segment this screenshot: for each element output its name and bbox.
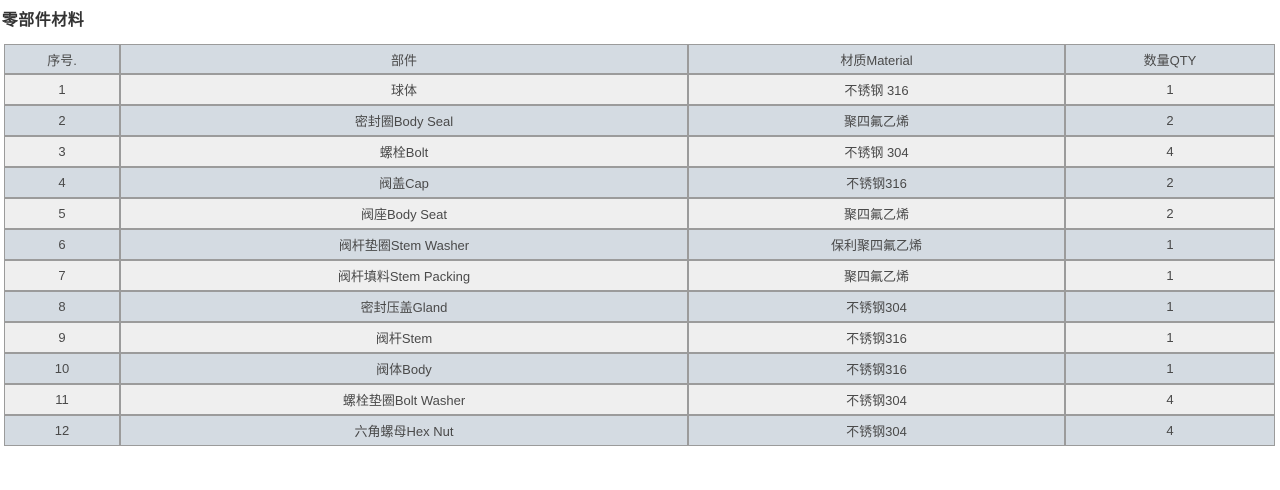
table-cell: 4 — [1065, 136, 1275, 167]
table-cell: 不锈钢316 — [688, 322, 1065, 353]
table-cell: 5 — [4, 198, 120, 229]
table-cell: 六角螺母Hex Nut — [120, 415, 688, 446]
page-title: 零部件材料 — [2, 12, 85, 29]
table-cell: 阀杆填料Stem Packing — [120, 260, 688, 291]
table-cell: 不锈钢304 — [688, 415, 1065, 446]
table-cell: 7 — [4, 260, 120, 291]
table-cell: 聚四氟乙烯 — [688, 105, 1065, 136]
table-cell: 1 — [1065, 74, 1275, 105]
table-cell: 1 — [1065, 353, 1275, 384]
table-row: 6 阀杆垫圈Stem Washer 保利聚四氟乙烯 1 — [4, 229, 1275, 260]
table-cell: 阀盖Cap — [120, 167, 688, 198]
table-cell: 不锈钢316 — [688, 167, 1065, 198]
header-cell: 材质Material — [688, 44, 1065, 74]
header-cell: 数量QTY — [1065, 44, 1275, 74]
table-cell: 1 — [4, 74, 120, 105]
table-cell: 9 — [4, 322, 120, 353]
table-cell: 1 — [1065, 229, 1275, 260]
table-cell: 不锈钢304 — [688, 291, 1065, 322]
header-cell: 部件 — [120, 44, 688, 74]
table-cell: 4 — [1065, 415, 1275, 446]
table-cell: 2 — [1065, 167, 1275, 198]
table-header-row: 序号. 部件 材质Material 数量QTY — [4, 44, 1275, 74]
table-cell: 阀体Body — [120, 353, 688, 384]
table-cell: 1 — [1065, 260, 1275, 291]
table-cell: 6 — [4, 229, 120, 260]
table-cell: 螺栓Bolt — [120, 136, 688, 167]
table-row: 7 阀杆填料Stem Packing 聚四氟乙烯 1 — [4, 260, 1275, 291]
table-row: 9 阀杆Stem 不锈钢316 1 — [4, 322, 1275, 353]
table-row: 1 球体 不锈钢 316 1 — [4, 74, 1275, 105]
table-cell: 1 — [1065, 322, 1275, 353]
table-cell: 不锈钢316 — [688, 353, 1065, 384]
table-cell: 2 — [1065, 198, 1275, 229]
table-cell: 12 — [4, 415, 120, 446]
table-row: 8 密封压盖Gland 不锈钢304 1 — [4, 291, 1275, 322]
table-cell: 阀座Body Seat — [120, 198, 688, 229]
table-row: 11 螺栓垫圈Bolt Washer 不锈钢304 4 — [4, 384, 1275, 415]
table-cell: 4 — [1065, 384, 1275, 415]
table-cell: 2 — [1065, 105, 1275, 136]
table-row: 12 六角螺母Hex Nut 不锈钢304 4 — [4, 415, 1275, 446]
table-body: 1 球体 不锈钢 316 1 2 密封圈Body Seal 聚四氟乙烯 2 3 螺栓Bolt 不锈钢… — [4, 74, 1275, 446]
table-row: 3 螺栓Bolt 不锈钢 304 4 — [4, 136, 1275, 167]
table-cell: 聚四氟乙烯 — [688, 198, 1065, 229]
table-cell: 阀杆Stem — [120, 322, 688, 353]
table-cell: 11 — [4, 384, 120, 415]
table-cell: 密封圈Body Seal — [120, 105, 688, 136]
table-cell: 密封压盖Gland — [120, 291, 688, 322]
table-cell: 1 — [1065, 291, 1275, 322]
parts-material-table: 序号. 部件 材质Material 数量QTY 1 球体 不锈钢 316 1 2 密封圈Body… — [4, 44, 1275, 446]
table-cell: 8 — [4, 291, 120, 322]
header-cell: 序号. — [4, 44, 120, 74]
table-row: 10 阀体Body 不锈钢316 1 — [4, 353, 1275, 384]
table-cell: 4 — [4, 167, 120, 198]
table-cell: 聚四氟乙烯 — [688, 260, 1065, 291]
table-cell: 不锈钢 316 — [688, 74, 1065, 105]
table-cell: 螺栓垫圈Bolt Washer — [120, 384, 688, 415]
table-cell: 3 — [4, 136, 120, 167]
table-cell: 不锈钢 304 — [688, 136, 1065, 167]
table-cell: 保利聚四氟乙烯 — [688, 229, 1065, 260]
table-row: 4 阀盖Cap 不锈钢316 2 — [4, 167, 1275, 198]
table-cell: 2 — [4, 105, 120, 136]
table-row: 5 阀座Body Seat 聚四氟乙烯 2 — [4, 198, 1275, 229]
table-cell: 阀杆垫圈Stem Washer — [120, 229, 688, 260]
table-cell: 球体 — [120, 74, 688, 105]
table-cell: 不锈钢304 — [688, 384, 1065, 415]
table-cell: 10 — [4, 353, 120, 384]
table-row: 2 密封圈Body Seal 聚四氟乙烯 2 — [4, 105, 1275, 136]
